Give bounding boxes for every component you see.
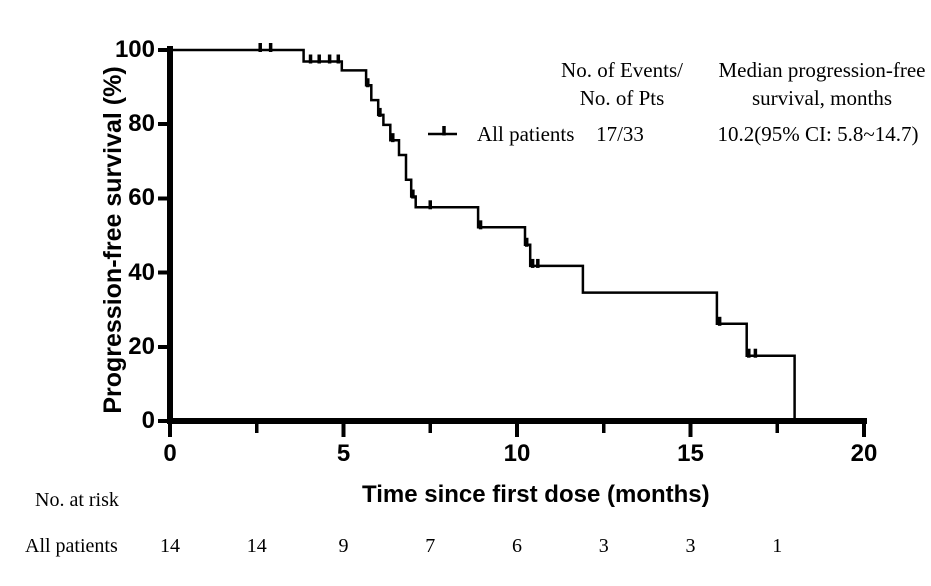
events-header-line2: No. of Pts	[579, 86, 665, 110]
x-axis-title: Time since first dose (months)	[362, 481, 710, 508]
y-tick-label: 0	[141, 407, 155, 434]
y-axis-title: Progression-free survival (%)	[99, 66, 127, 414]
x-tick-label: 20	[850, 440, 878, 467]
x-tick-label: 15	[677, 440, 704, 467]
y-tick-label: 20	[128, 332, 155, 360]
y-tick-label: 100	[114, 36, 155, 63]
x-tick-label: 0	[163, 440, 177, 467]
risk-row-label: All patients	[25, 535, 118, 557]
events-column-header: No. of Events/ No. of Pts	[512, 56, 732, 112]
median-header-line1: Median progression-free	[718, 58, 926, 82]
risk-count-value: 7	[425, 535, 436, 557]
risk-count-value: 6	[512, 535, 522, 557]
median-column-header: Median progression-free survival, months	[690, 56, 931, 112]
median-header-line2: survival, months	[752, 86, 892, 110]
risk-count-value: 9	[338, 535, 349, 557]
risk-count-value: 1	[772, 535, 783, 557]
x-tick-label: 5	[336, 440, 351, 467]
y-tick-label: 60	[128, 184, 155, 212]
risk-count-value: 14	[246, 535, 267, 557]
risk-count-value: 14	[160, 535, 180, 557]
y-tick-label: 40	[128, 258, 155, 286]
risk-count-value: 3	[685, 535, 696, 557]
risk-count-value: 3	[598, 535, 609, 557]
y-tick-label: 80	[128, 110, 155, 138]
legend-series-label: All patients	[477, 122, 575, 146]
legend-events-value: 17/33	[596, 122, 644, 146]
x-tick-label: 10	[503, 440, 531, 467]
risk-table-title: No. at risk	[35, 489, 119, 511]
events-header-line1: No. of Events/	[561, 58, 683, 82]
legend-median-value: 10.2(95% CI: 5.8~14.7)	[717, 122, 919, 146]
